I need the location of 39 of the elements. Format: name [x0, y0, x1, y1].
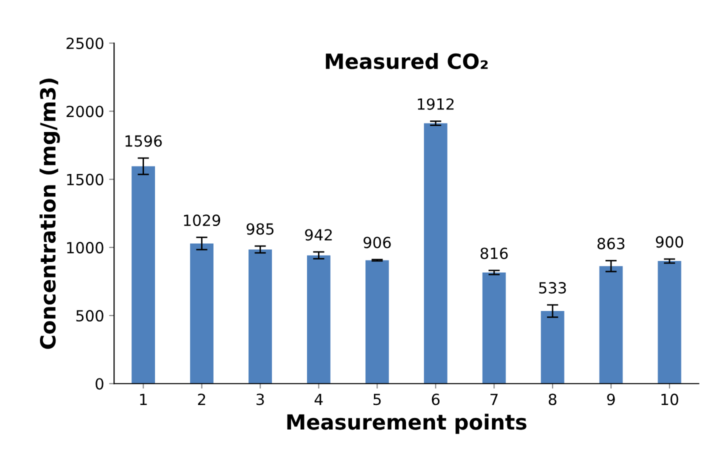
y-axis-title: Concentration (mg/m3) [40, 78, 60, 349]
data-label: 906 [364, 236, 391, 248]
bar [658, 261, 682, 384]
bar [424, 123, 448, 384]
chart-title: Measured CO₂ [326, 53, 488, 70]
bar [307, 255, 330, 384]
data-label: 900 [656, 236, 684, 248]
y-tick-label: 500 [76, 310, 104, 322]
x-tick-label: 7 [490, 394, 498, 405]
data-label: 985 [246, 223, 274, 235]
x-tick-label: 5 [373, 394, 381, 406]
x-axis-title: Measurement points [287, 414, 526, 434]
y-tick-label: 1500 [67, 174, 104, 186]
bar [482, 272, 506, 384]
data-label: 1912 [418, 98, 454, 110]
bar [132, 166, 156, 384]
bar [248, 249, 272, 384]
x-tick-label: 3 [256, 394, 264, 406]
bar [540, 311, 564, 384]
data-label: 816 [480, 248, 508, 260]
data-label: 942 [305, 229, 332, 241]
y-tick-label: 2000 [66, 106, 104, 118]
data-label: 1596 [126, 135, 162, 147]
bar [365, 260, 389, 384]
y-tick-label: 2500 [66, 38, 104, 50]
y-tick-label: 0 [96, 378, 104, 390]
bar [190, 243, 214, 384]
x-tick-label: 8 [548, 394, 556, 406]
x-tick-label: 1 [140, 394, 147, 405]
data-label: 533 [539, 282, 566, 294]
x-tick-label: 2 [198, 394, 206, 405]
bar [599, 266, 623, 384]
data-label: 863 [597, 238, 624, 250]
x-tick-label: 6 [432, 394, 440, 406]
data-label: 1029 [184, 214, 220, 226]
x-tick-label: 9 [607, 394, 615, 406]
x-tick-label: 10 [661, 394, 678, 406]
y-tick-label: 1000 [67, 242, 104, 254]
x-tick-label: 4 [314, 394, 323, 405]
